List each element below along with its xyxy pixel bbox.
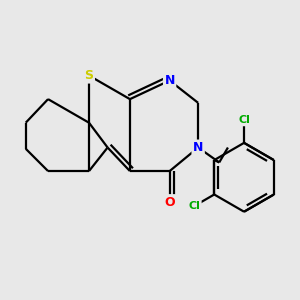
Text: Cl: Cl <box>238 115 250 125</box>
Text: S: S <box>85 69 94 82</box>
Text: O: O <box>164 196 175 208</box>
Text: N: N <box>164 74 175 87</box>
Text: Cl: Cl <box>188 201 200 211</box>
Text: N: N <box>193 141 203 154</box>
